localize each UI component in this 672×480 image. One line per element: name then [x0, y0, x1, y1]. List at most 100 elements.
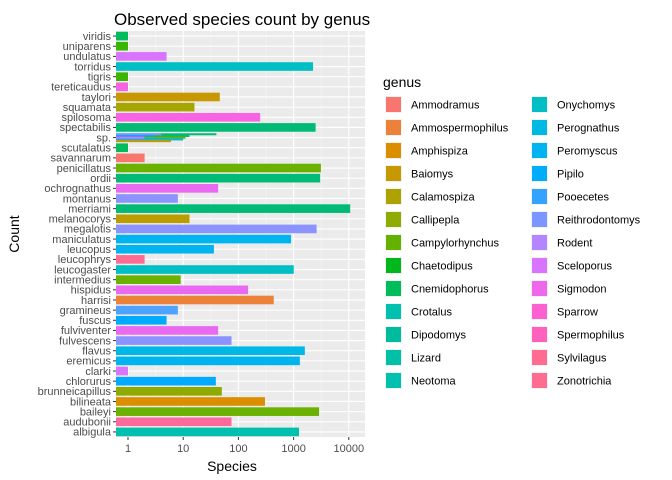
bar-tigris [116, 72, 128, 81]
y-tick-label: spilosoma [61, 112, 111, 124]
legend-label: Pooecetes [557, 192, 609, 204]
bar-harrisi [116, 295, 274, 305]
legend-label: Rodent [557, 238, 592, 250]
bar-sp-segment [116, 140, 171, 143]
bar-fulvescens [116, 336, 232, 345]
bar-flavus [116, 346, 305, 356]
y-tick-label: penicillatus [57, 163, 112, 175]
legend-label: Spermophilus [557, 330, 625, 342]
y-tick-label: sp. [96, 132, 111, 144]
y-tick-label: spectabilis [60, 122, 112, 134]
legend-swatch [386, 166, 401, 181]
y-tick-label: savannarum [50, 153, 111, 165]
bar-tereticaudus [116, 82, 128, 92]
y-tick-label: undulatus [63, 51, 111, 63]
legend-label: Dipodomys [411, 330, 467, 342]
y-tick-label: leucophrys [58, 254, 112, 266]
bar-sp-segment [116, 134, 155, 137]
y-tick-label: fulvescens [59, 335, 111, 347]
legend-label: Peromyscus [557, 146, 618, 158]
legend-swatch [532, 373, 547, 388]
y-tick-label: viridis [83, 31, 112, 43]
bar-maniculatus [116, 234, 292, 244]
y-tick-label: hispidus [71, 285, 112, 297]
y-tick-label: clarki [85, 366, 111, 378]
y-tick-label: flavus [82, 346, 111, 358]
legend-title: genus [383, 74, 421, 90]
bar-leucophrys [116, 255, 145, 264]
bar-spilosoma [116, 112, 261, 122]
legend-label: Neotoma [411, 376, 457, 388]
bar-sp-segment [116, 136, 186, 139]
y-tick-label: montanus [63, 193, 112, 205]
legend-label: Callipepla [411, 215, 460, 227]
legend-swatch [532, 258, 547, 273]
y-tick-label: merriami [68, 203, 111, 215]
legend-label: Baiomys [411, 169, 454, 181]
legend-swatch [532, 143, 547, 158]
bar-ordii [116, 173, 321, 183]
y-tick-label: torridus [74, 61, 111, 73]
x-tick-label: 1 [125, 443, 131, 455]
y-tick-label: audubonii [63, 417, 111, 429]
legend-swatch [532, 212, 547, 227]
legend-label: Crotalus [411, 307, 452, 319]
y-tick-label: harrisi [81, 295, 111, 307]
x-tick-label: 10 [177, 443, 189, 455]
bar-sp-segment [116, 133, 162, 136]
bar-eremicus [116, 356, 300, 366]
legend-swatch [532, 281, 547, 296]
bar-scutalatus [116, 143, 128, 153]
y-tick-label: fuscus [79, 315, 111, 327]
legend-swatch [386, 235, 401, 250]
bar-ochrognathus [116, 184, 219, 193]
legend-swatch [386, 373, 401, 388]
legend: genus Ammodramus Ammospermophilus Amphispi… [383, 74, 641, 389]
legend-swatch [532, 166, 547, 181]
legend-swatch [386, 189, 401, 204]
bar-melanocorys [116, 214, 190, 224]
bar-chlorurus [116, 376, 216, 386]
y-tick-label: leucogaster [54, 264, 111, 276]
bar-montanus [116, 194, 178, 203]
legend-label: Sigmodon [557, 284, 607, 296]
bar-undulatus [116, 52, 167, 61]
bar-albigula [116, 427, 299, 437]
y-axis-title: Count [6, 215, 22, 252]
bar-leucogaster [116, 265, 294, 274]
bar-fulviventer [116, 326, 219, 335]
bar-torridus [116, 62, 314, 71]
legend-swatch [532, 304, 547, 319]
y-tick-label: maniculatus [52, 234, 111, 246]
legend-swatch [532, 327, 547, 342]
bar-leucopus [116, 244, 214, 254]
bar-penicillatus [116, 163, 321, 173]
bar-baileyi [116, 407, 320, 416]
bar-fuscus [116, 315, 167, 325]
legend-label: Campylorhynchus [411, 238, 500, 250]
legend-label: Onychomys [557, 100, 616, 112]
legend-swatch [532, 97, 547, 112]
y-tick-label: ochrognathus [44, 183, 111, 195]
legend-swatch [386, 281, 401, 296]
y-tick-label: chlorurus [66, 376, 112, 388]
legend-label: Reithrodontomys [557, 215, 641, 227]
bar-sp-segment [116, 136, 145, 139]
legend-swatch [532, 235, 547, 250]
legend-label: Calamospiza [411, 192, 475, 204]
bar-intermedius [116, 275, 181, 284]
legend-swatch [386, 258, 401, 273]
chart-title: Observed species count by genus [114, 10, 370, 29]
y-tick-label: melanocorys [49, 214, 112, 226]
x-tick-label: 10000 [334, 443, 365, 455]
bar-taylori [116, 92, 220, 102]
y-tick-label: eremicus [66, 356, 111, 368]
y-tick-label: gramineus [60, 305, 112, 317]
bar-sp-segment [116, 138, 184, 141]
bar-clarki [116, 366, 128, 376]
x-axis-title: Species [207, 458, 257, 474]
bars [116, 31, 351, 437]
legend-label: Lizard [411, 353, 441, 365]
y-tick-label: uniparens [63, 41, 112, 53]
bar-gramineus [116, 305, 178, 315]
